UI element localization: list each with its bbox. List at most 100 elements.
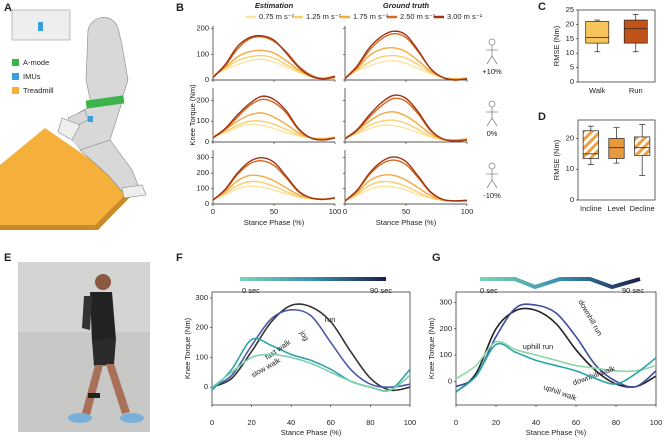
legend-label: 1.25 m s⁻¹ bbox=[306, 12, 342, 21]
box bbox=[582, 130, 599, 159]
plot-frame bbox=[211, 291, 411, 406]
legend-label: 1.75 m s⁻¹ bbox=[353, 12, 389, 21]
line bbox=[212, 112, 336, 140]
legend-label: A-mode bbox=[23, 58, 49, 67]
line bbox=[212, 123, 336, 139]
line bbox=[212, 35, 336, 80]
box bbox=[585, 21, 610, 44]
x-axis-label: Stance Phase (%) bbox=[281, 428, 342, 437]
x-tick-label: 0 bbox=[343, 207, 347, 216]
x-tick-label: 20 bbox=[247, 418, 255, 427]
x-tick-label: 40 bbox=[532, 418, 540, 427]
line bbox=[344, 174, 468, 202]
line bbox=[212, 174, 336, 201]
line bbox=[212, 95, 336, 141]
panel-label: F bbox=[176, 252, 183, 264]
y-tick-label: 0 bbox=[205, 75, 209, 84]
panel-label: D bbox=[538, 111, 546, 123]
y-axis-label: Knee Torque (Nm) bbox=[427, 317, 436, 379]
series-label: uphill run bbox=[523, 342, 553, 351]
x-tick-label: Walk bbox=[589, 86, 606, 95]
y-tick-label: 0 bbox=[570, 77, 574, 86]
box bbox=[634, 136, 651, 156]
colorbar bbox=[240, 277, 386, 281]
y-tick-label: 10 bbox=[566, 164, 574, 173]
y-tick-label: 20 bbox=[566, 133, 574, 142]
box bbox=[608, 138, 625, 159]
y-tick-label: 200 bbox=[196, 24, 209, 33]
x-tick-label: Run bbox=[629, 86, 643, 95]
line bbox=[455, 303, 657, 388]
line bbox=[344, 180, 468, 202]
legend-swatch bbox=[12, 59, 19, 66]
line bbox=[212, 98, 336, 141]
x-tick-label: 50 bbox=[270, 207, 278, 216]
x-tick-label: 60 bbox=[327, 418, 335, 427]
legend-label: 2.50 m s⁻¹ bbox=[400, 12, 436, 21]
y-tick-label: 20 bbox=[566, 19, 574, 28]
line bbox=[344, 185, 468, 202]
x-tick-label: 40 bbox=[287, 418, 295, 427]
panel-label: G bbox=[432, 252, 441, 264]
box bbox=[623, 19, 648, 44]
x-tick-label: Decline bbox=[630, 204, 655, 213]
y-axis-label: RMSE (Nm) bbox=[552, 25, 561, 66]
legend-label: IMUs bbox=[23, 72, 41, 81]
legend-swatch bbox=[12, 73, 19, 80]
line bbox=[455, 307, 657, 393]
x-axis-label: Stance Phase (%) bbox=[526, 428, 587, 437]
y-axis-label: Knee Torque (Nm) bbox=[188, 84, 197, 146]
y-tick-label: 300 bbox=[439, 297, 452, 306]
column-title: Ground truth bbox=[383, 1, 430, 10]
y-tick-label: 200 bbox=[439, 324, 452, 333]
y-tick-label: 5 bbox=[570, 63, 574, 72]
colorbar-label: 90 sec bbox=[370, 286, 392, 295]
line bbox=[212, 185, 336, 201]
series-label: jog bbox=[298, 328, 311, 342]
y-tick-label: 0 bbox=[448, 376, 452, 385]
y-tick-label: 25 bbox=[566, 5, 574, 14]
x-tick-label: 80 bbox=[612, 418, 620, 427]
colorbar-label: 90 sec bbox=[622, 286, 644, 295]
line bbox=[344, 111, 468, 141]
x-tick-label: 100 bbox=[329, 207, 342, 216]
x-tick-label: 20 bbox=[492, 418, 500, 427]
x-tick-label: 80 bbox=[366, 418, 374, 427]
x-axis-label: Stance Phase (%) bbox=[244, 218, 305, 227]
y-axis-label: Knee Torque (Nm) bbox=[183, 317, 192, 379]
series-label: uphill walk bbox=[542, 382, 578, 402]
y-tick-label: 100 bbox=[196, 49, 209, 58]
row-label: -10% bbox=[483, 191, 501, 200]
series-label: downhill run bbox=[577, 298, 605, 337]
line bbox=[344, 30, 468, 81]
colorbar-label: 0 sec bbox=[242, 286, 260, 295]
y-tick-label: 300 bbox=[196, 153, 209, 162]
legend-label: 3.00 m s⁻¹ bbox=[447, 12, 483, 21]
y-tick-label: 10 bbox=[566, 48, 574, 57]
x-axis-label: Stance Phase (%) bbox=[376, 218, 437, 227]
icon bbox=[488, 38, 496, 46]
y-tick-label: 200 bbox=[196, 95, 209, 104]
plot-frame bbox=[455, 291, 657, 406]
x-tick-label: 0 bbox=[210, 418, 214, 427]
y-tick-label: 15 bbox=[566, 34, 574, 43]
x-tick-label: Incline bbox=[580, 204, 602, 213]
legend-swatch bbox=[12, 87, 19, 94]
x-tick-label: Level bbox=[608, 204, 626, 213]
line bbox=[455, 340, 657, 380]
plot-frame bbox=[577, 9, 656, 83]
icon bbox=[486, 45, 498, 65]
panel-label: B bbox=[176, 2, 184, 14]
plot-frame bbox=[577, 119, 656, 201]
line bbox=[344, 94, 468, 142]
x-tick-label: 100 bbox=[461, 207, 474, 216]
icon bbox=[486, 169, 498, 189]
y-tick-label: 200 bbox=[195, 323, 208, 332]
line bbox=[212, 34, 336, 80]
icon bbox=[488, 100, 496, 108]
y-tick-label: 100 bbox=[439, 350, 452, 359]
x-tick-label: 50 bbox=[402, 207, 410, 216]
line bbox=[344, 156, 468, 202]
x-tick-label: 60 bbox=[572, 418, 580, 427]
